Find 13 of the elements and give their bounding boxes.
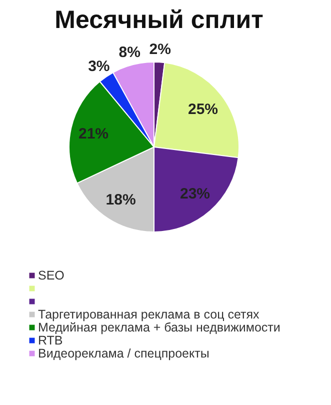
data-label: 25%	[188, 101, 218, 118]
legend-label: Медийная реклама + базы недвижимости	[38, 320, 280, 334]
legend-label: SEO	[38, 268, 65, 282]
legend-label: RTB	[38, 334, 63, 348]
legend-label: Таргетированная реклама в соц сетях	[38, 308, 260, 322]
chart-title: Месячный сплит	[54, 6, 264, 34]
data-label: 23%	[180, 186, 210, 203]
data-label: 21%	[78, 125, 109, 142]
data-label: 2%	[149, 41, 171, 58]
data-label: 18%	[106, 191, 136, 208]
data-label: 3%	[88, 58, 110, 75]
legend-label: Видеореклама / спецпроекты	[38, 346, 210, 360]
data-label: 8%	[118, 44, 140, 62]
